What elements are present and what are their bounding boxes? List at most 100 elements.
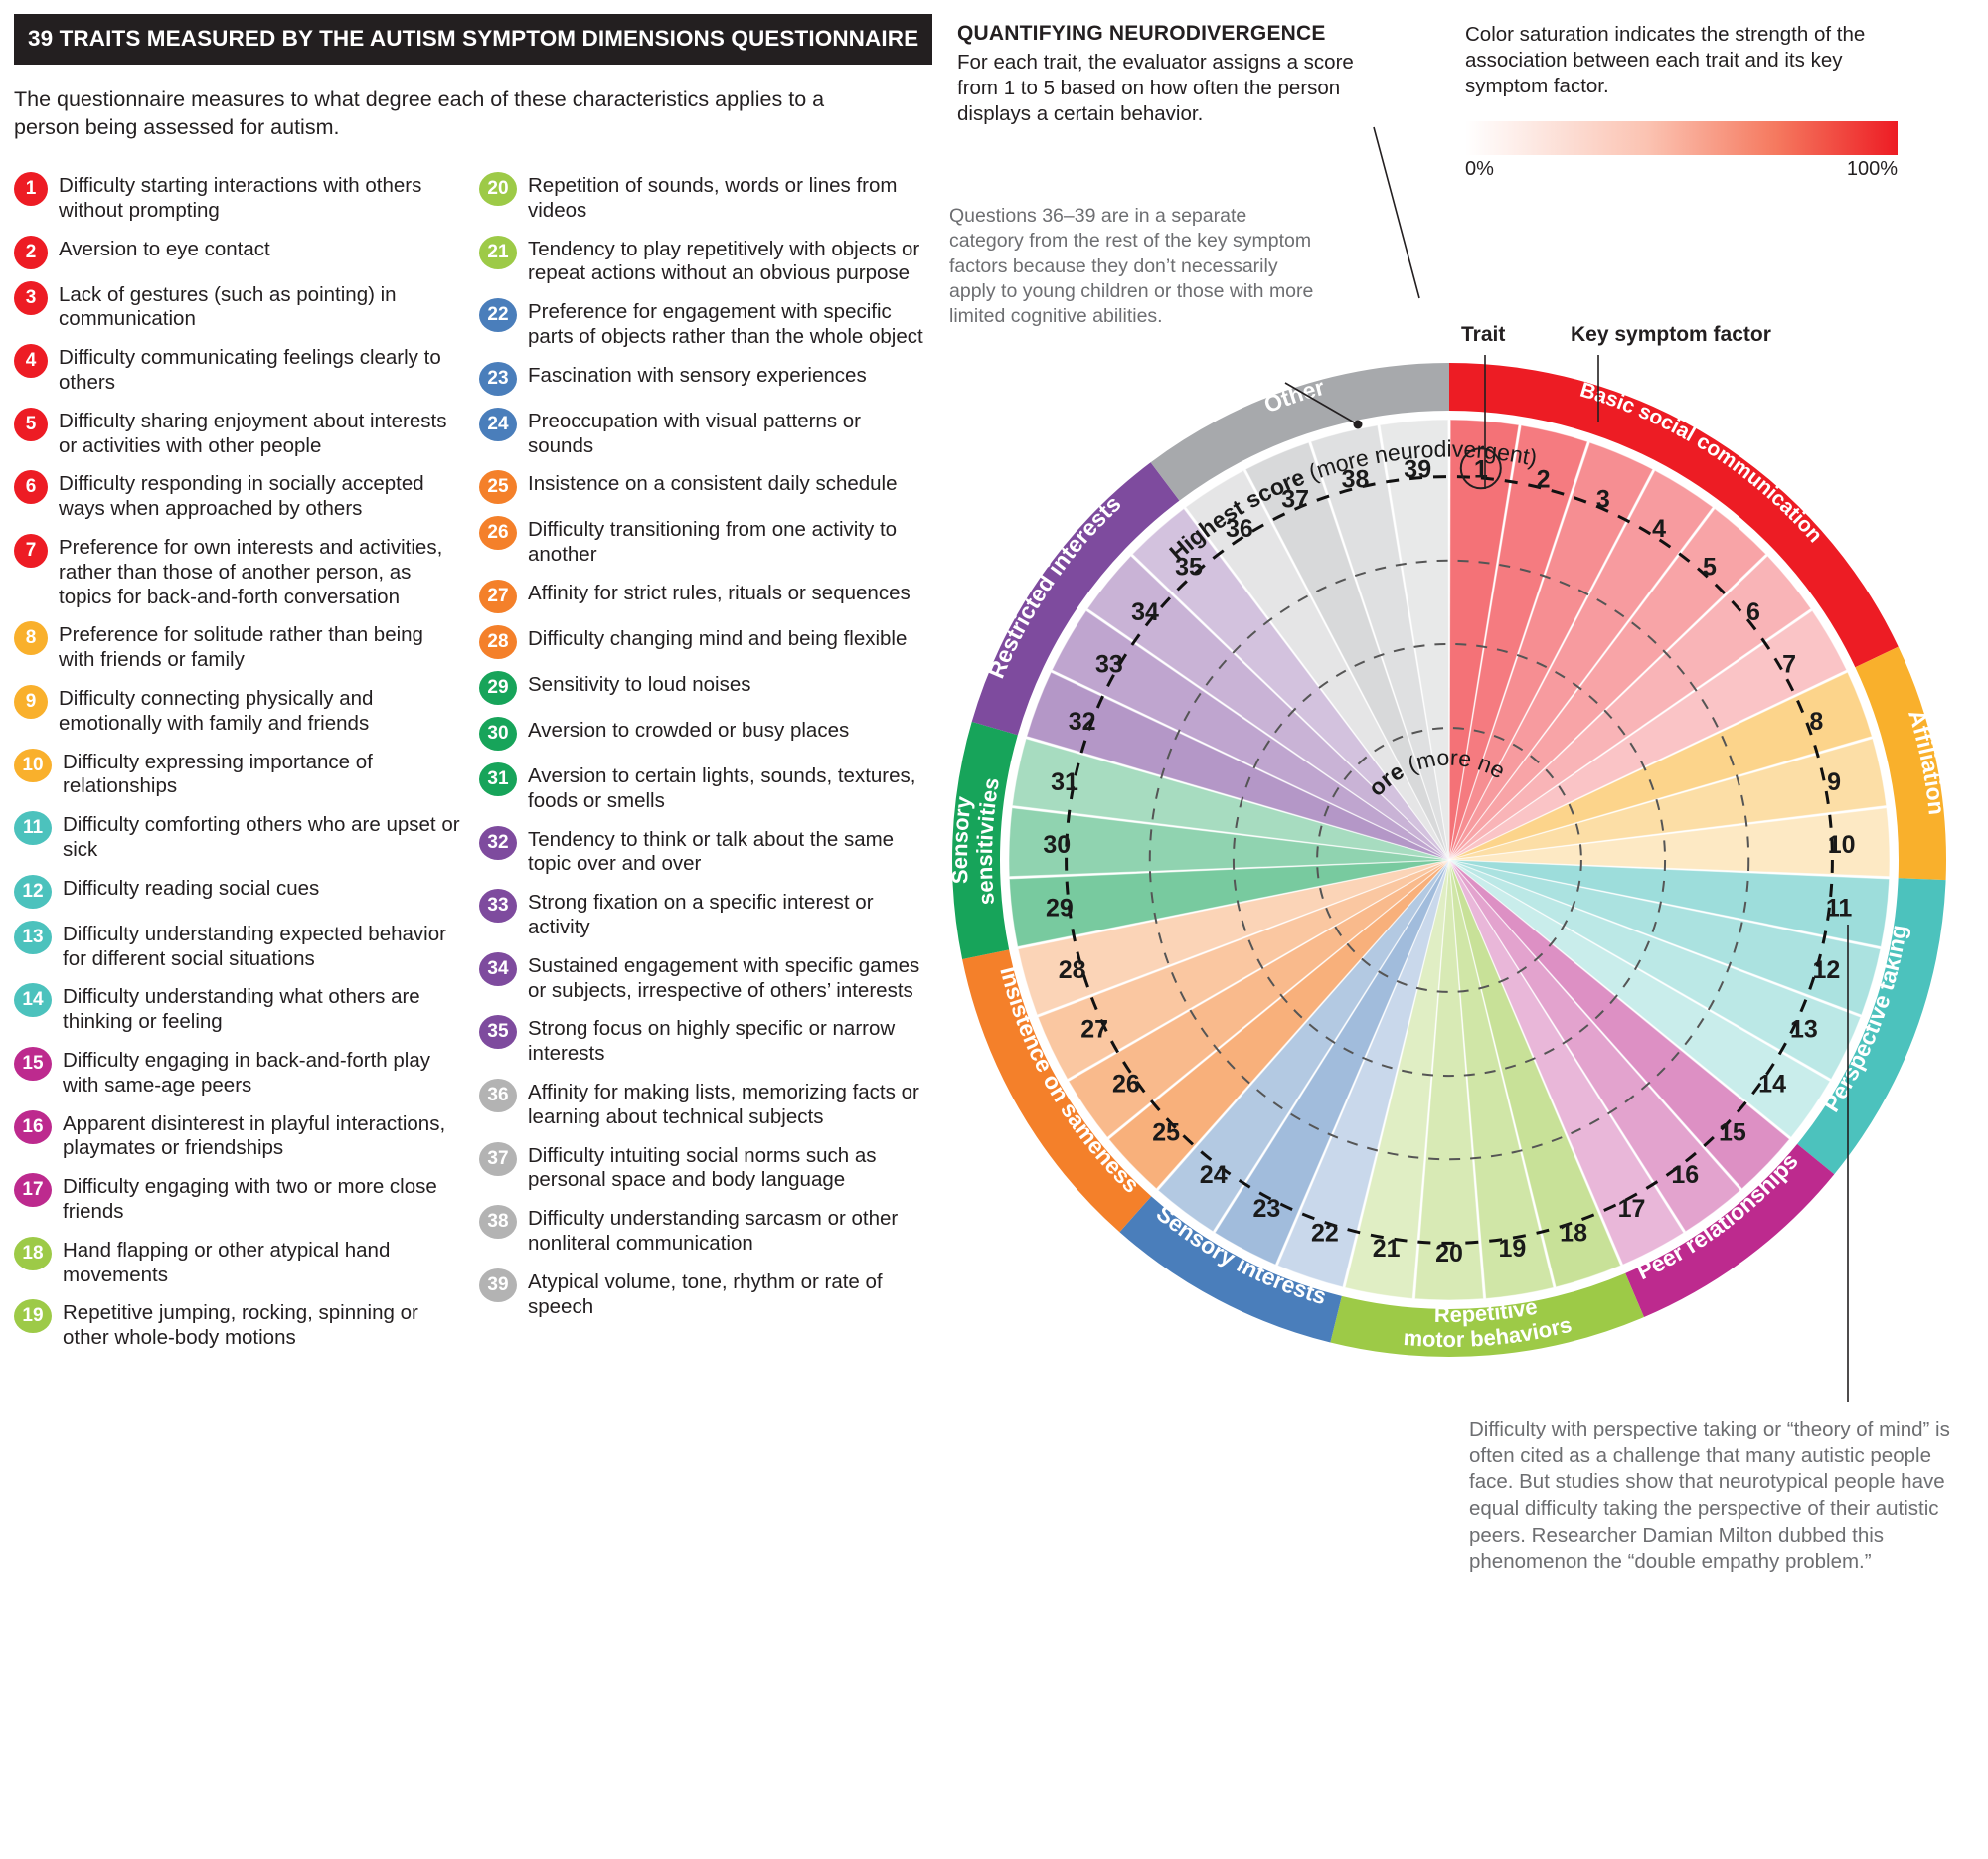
trait-description: Repetitive jumping, rocking, spinning or… (63, 1301, 418, 1350)
wheel-trait-number: 20 (1435, 1240, 1463, 1268)
trait-number-badge: 29 (479, 671, 517, 705)
trait-number-badge: 6 (14, 470, 48, 505)
wheel-factor-band-segment (1625, 1143, 1835, 1317)
color-saturation-legend: Color saturation indicates the strength … (1465, 22, 1922, 181)
legend-scale: 0% 100% (1465, 158, 1898, 181)
trait-number-badge: 12 (14, 874, 52, 909)
trait-number-badge: 28 (479, 625, 517, 659)
trait-item: 37 Difficulty intuiting social norms such… (479, 1141, 926, 1194)
trait-number-badge: 32 (479, 825, 517, 860)
trait-description: Preference for own interests and activit… (59, 536, 443, 608)
trait-description: Sustained engagement with specific games… (528, 953, 920, 1002)
wheel-factor-band-segment (952, 721, 1018, 960)
trait-description: Sensitivity to loud noises (528, 673, 751, 696)
trait-item: 6 Difficulty responding in socially accep… (14, 469, 461, 522)
trait-column-right: 20 Repetition of sounds, words or lines f… (479, 171, 926, 1362)
wheel-trait-number: 31 (1051, 768, 1078, 796)
trait-label: Trait (1461, 323, 1506, 346)
trait-description: Difficulty understanding what others are… (63, 985, 420, 1034)
trait-item: 28 Difficulty changing mind and being fle… (479, 624, 926, 659)
trait-number-badge: 7 (14, 534, 48, 568)
trait-item: 35 Strong focus on highly specific or nar… (479, 1014, 926, 1067)
trait-description: Difficulty comforting others who are ups… (63, 813, 460, 861)
trait-description: Difficulty communicating feelings clearl… (59, 346, 441, 395)
wheel-trait-wedge (1448, 424, 1588, 861)
wheel-wedges (1008, 419, 1891, 1301)
wheel-trait-number: 19 (1498, 1235, 1526, 1263)
wheel-trait-number: 10 (1828, 831, 1856, 859)
wheel-trait-wedge (1185, 469, 1450, 861)
quantifying-body: For each trait, the evaluator assigns a … (957, 51, 1354, 126)
trait-number-badge: 3 (14, 280, 48, 315)
trait-description: Strong fixation on a specific interest o… (528, 891, 874, 938)
trait-item: 19 Repetitive jumping, rocking, spinning … (14, 1298, 461, 1351)
trait-number-badge: 4 (14, 344, 48, 379)
trait-description: Aversion to eye contact (59, 237, 270, 260)
trait-description: Difficulty changing mind and being flexi… (528, 627, 908, 650)
wheel-trait-number: 22 (1311, 1220, 1339, 1248)
wheel-trait-1-highlight (1459, 447, 1502, 490)
trait-item: 22 Preference for engagement with specifi… (479, 297, 926, 350)
wheel-factor-band-segment (971, 462, 1180, 736)
wheel-score-ring (1065, 475, 1834, 1245)
trait-description: Preference for engagement with specific … (528, 300, 923, 349)
page-title: 39 TRAITS MEASURED BY THE AUTISM SYMPTOM… (14, 14, 933, 65)
wheel-trait-number: 17 (1618, 1195, 1646, 1223)
trait-list-panel: 39 TRAITS MEASURED BY THE AUTISM SYMPTOM… (0, 0, 939, 1859)
trait-item: 32 Tendency to think or talk about the sa… (479, 825, 926, 878)
wheel-score-ring (1232, 642, 1667, 1078)
trait-item: 24 Preoccupation with visual patterns or … (479, 407, 926, 459)
trait-number-badge: 22 (479, 298, 517, 333)
wheel-trait-number: 34 (1131, 598, 1159, 626)
wheel-trait-wedge (1379, 419, 1450, 861)
trait-number-badge: 31 (479, 762, 517, 796)
wheel-trait-wedge (1448, 507, 1767, 861)
legend-max-label: 100% (1846, 158, 1898, 181)
trait-description: Difficulty engaging with two or more clo… (63, 1175, 437, 1223)
wheel-trait-number: 38 (1342, 465, 1370, 493)
wheel-factor-band-segment (1855, 646, 1946, 881)
trait-description: Hand flapping or other atypical hand mov… (63, 1238, 391, 1286)
wheel-trait-number: 16 (1671, 1161, 1699, 1189)
trait-number-badge: 17 (14, 1173, 52, 1208)
trait-description: Preference for solitude rather than bein… (59, 623, 423, 672)
trait-description: Difficulty reading social cues (63, 876, 320, 900)
wheel-trait-wedge (1448, 859, 1622, 1288)
wheel-trait-wedge (1131, 507, 1450, 861)
trait-description: Lack of gestures (such as pointing) in c… (59, 282, 397, 331)
wheel-trait-wedge (1008, 859, 1450, 948)
trait-description: Difficulty engaging in back-and-forth pl… (63, 1048, 430, 1097)
wheel-trait-wedge (1448, 859, 1685, 1266)
wheel-factor-band (952, 363, 1946, 1357)
trait-item: 20 Repetition of sounds, words or lines f… (479, 171, 926, 224)
wheel-trait-wedge (1448, 469, 1714, 861)
trait-item: 18 Hand flapping or other atypical hand m… (14, 1236, 461, 1288)
trait-item: 4 Difficulty communicating feelings clear… (14, 343, 461, 396)
trait-number-badge: 35 (479, 1015, 517, 1050)
questions-36-39-note: Questions 36–39 are in a separate catego… (949, 205, 1314, 328)
wheel-trait-number: 5 (1703, 553, 1717, 581)
trait-description: Insistence on a consistent daily schedul… (528, 472, 898, 496)
wheel-score-ring (1148, 559, 1750, 1161)
trait-number-badge: 38 (479, 1205, 517, 1240)
trait-number-badge: 19 (14, 1299, 52, 1334)
wheel-trait-number: 6 (1746, 598, 1760, 626)
trait-item: 8 Preference for solitude rather than bei… (14, 620, 461, 673)
trait-number-badge: 21 (479, 235, 517, 269)
trait-description: Repetition of sounds, words or lines fro… (528, 174, 898, 222)
trait-number-badge: 27 (479, 580, 517, 613)
trait-number-badge: 1 (14, 172, 48, 207)
trait-item: 30 Aversion to crowded or busy places (479, 716, 926, 751)
trait-description: Difficulty understanding sarcasm or othe… (528, 1207, 899, 1255)
trait-number-badge: 9 (14, 684, 48, 719)
wheel-score-ring (1316, 727, 1582, 993)
trait-description: Preoccupation with visual patterns or so… (528, 409, 862, 457)
wheel-trait-number: 2 (1537, 465, 1551, 493)
trait-item: 5 Difficulty sharing enjoyment about inte… (14, 407, 461, 459)
trait-item: 33 Strong fixation on a specific interest… (479, 888, 926, 940)
wheel-trait-number: 21 (1373, 1235, 1401, 1263)
wheel-trait-number: 24 (1200, 1161, 1228, 1189)
trait-item: 23 Fascination with sensory experiences (479, 361, 926, 396)
wheel-trait-wedge (1068, 859, 1450, 1138)
trait-description: Atypical volume, tone, rhythm or rate of… (528, 1269, 883, 1318)
